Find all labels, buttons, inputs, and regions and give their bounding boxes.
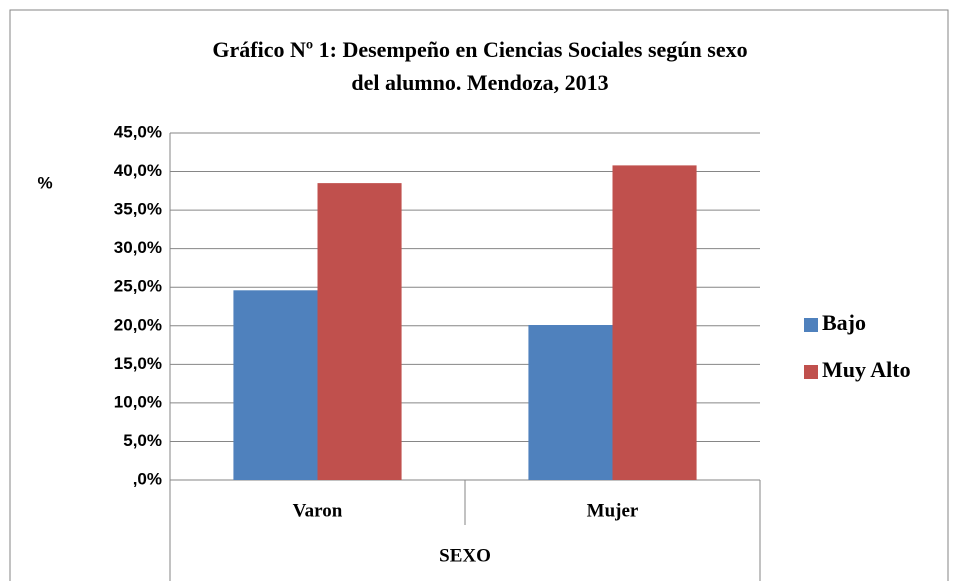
chart-title: Gráfico Nº 1: Desempeño en Ciencias Soci… (212, 37, 747, 62)
y-tick-label: 5,0% (123, 431, 162, 450)
bar (233, 290, 318, 480)
x-axis-label: SEXO (439, 545, 491, 566)
y-tick-label: 20,0% (114, 315, 162, 334)
bar (612, 165, 697, 481)
y-tick-label: 15,0% (114, 354, 162, 373)
y-tick-label: 30,0% (114, 238, 162, 257)
legend-swatch (804, 365, 818, 379)
y-tick-label: 45,0% (114, 122, 162, 141)
y-tick-label: 10,0% (114, 392, 162, 411)
bar (317, 183, 402, 480)
legend-label: Bajo (822, 310, 866, 335)
chart-frame (9, 9, 949, 581)
y-tick-label: 40,0% (114, 161, 162, 180)
y-tick-label: 35,0% (114, 200, 162, 219)
x-tick-label: Varon (293, 500, 343, 521)
bar (528, 325, 613, 480)
legend-label: Muy Alto (822, 357, 911, 382)
y-tick-label: ,0% (133, 469, 162, 488)
x-tick-label: Mujer (587, 500, 639, 521)
y-axis-label: % (37, 173, 52, 192)
legend-swatch (804, 318, 818, 332)
chart-title: del alumno. Mendoza, 2013 (351, 70, 608, 95)
y-tick-label: 25,0% (114, 277, 162, 296)
